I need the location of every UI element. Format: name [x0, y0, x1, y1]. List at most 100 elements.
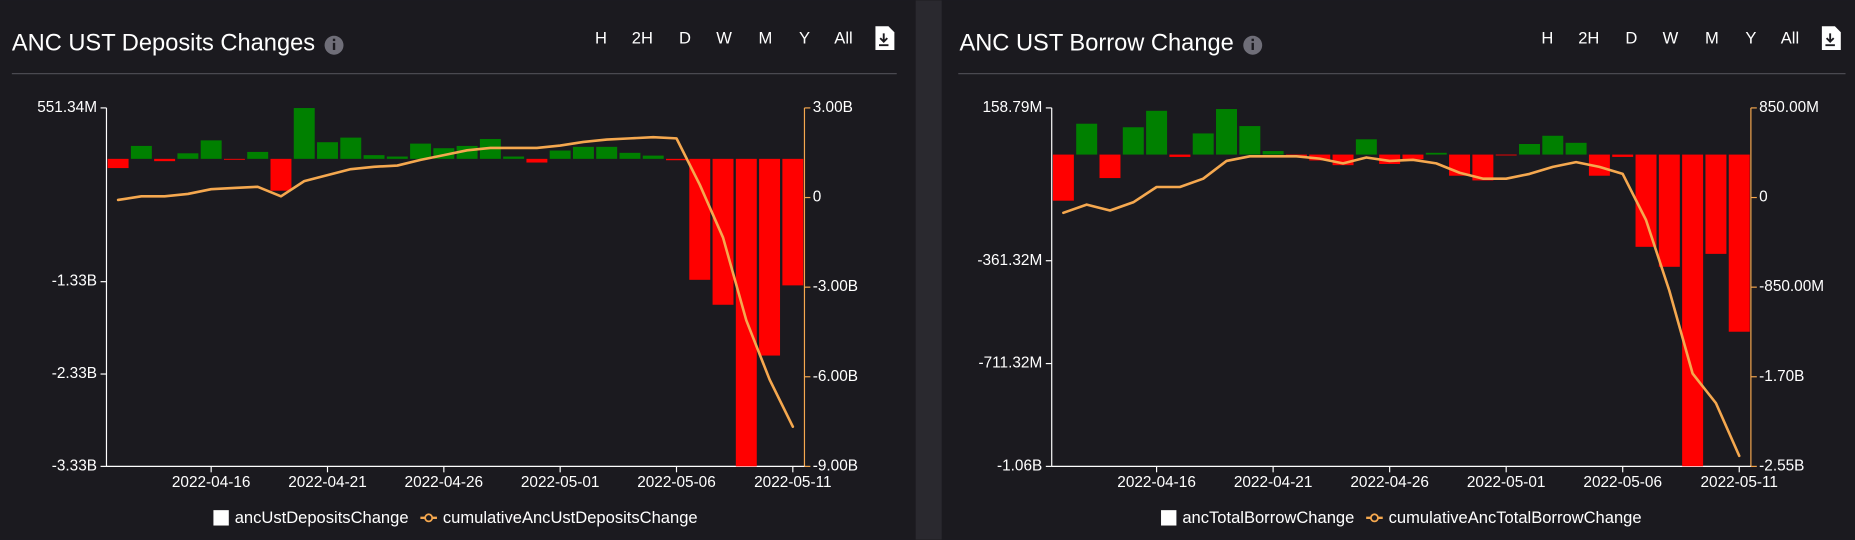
- bar: [1612, 154, 1634, 157]
- panel-title: ANC UST Deposits Changes: [12, 30, 315, 56]
- legend: ancTotalBorrowChange cumulativeAncTotalBo…: [1161, 508, 1642, 527]
- range-button[interactable]: All: [1781, 29, 1799, 48]
- x-tick-label: 2022-04-16: [172, 474, 251, 491]
- bar: [270, 158, 292, 191]
- info-icon-glyph: [332, 38, 336, 42]
- bar: [1588, 154, 1610, 176]
- bar: [1332, 154, 1354, 166]
- info-icon-glyph: [1251, 42, 1254, 50]
- bar: [1728, 154, 1750, 332]
- legend-label[interactable]: ancUstDepositsChange: [235, 508, 409, 527]
- range-button[interactable]: M: [1705, 29, 1719, 48]
- bar: [689, 158, 711, 280]
- bar: [712, 158, 734, 305]
- y2-tick-label: -850.00M: [1759, 278, 1824, 295]
- y2-tick-label: -2.55B: [1759, 457, 1804, 474]
- panel: [941, 0, 1855, 540]
- bar: [1542, 135, 1564, 155]
- bar: [666, 158, 687, 161]
- bar: [1239, 126, 1261, 155]
- bar: [340, 137, 362, 159]
- x-tick-label: 2022-04-26: [1350, 474, 1429, 491]
- range-button[interactable]: 2H: [1578, 29, 1599, 48]
- range-button[interactable]: W: [716, 29, 732, 48]
- x-tick-label: 2022-04-26: [405, 474, 484, 491]
- legend-label[interactable]: ancTotalBorrowChange: [1182, 508, 1354, 527]
- bar: [1495, 154, 1517, 156]
- bar: [759, 158, 781, 356]
- bar: [1682, 154, 1704, 467]
- legend-swatch-dot: [424, 513, 434, 523]
- bar: [386, 156, 408, 159]
- bar: [177, 153, 199, 159]
- range-button[interactable]: All: [834, 29, 852, 48]
- range-button[interactable]: D: [679, 29, 691, 48]
- x-tick-label: 2022-05-11: [754, 474, 831, 491]
- legend-swatch-dot: [1370, 513, 1379, 523]
- bar: [1472, 154, 1494, 181]
- bar: [410, 143, 432, 159]
- info-icon-glyph: [332, 42, 336, 50]
- range-button[interactable]: H: [1541, 29, 1553, 48]
- x-tick-label: 2022-05-06: [637, 474, 716, 491]
- download-button[interactable]: [875, 26, 895, 50]
- download-arrow: [878, 33, 889, 47]
- bar: [735, 158, 757, 467]
- line: [116, 135, 795, 428]
- bar: [572, 146, 594, 159]
- x-tick-label: 2022-04-21: [1234, 474, 1313, 491]
- bar: [200, 140, 222, 159]
- range-button[interactable]: H: [595, 29, 607, 48]
- range-button[interactable]: W: [1663, 29, 1679, 48]
- y2-tick-label: -1.70B: [1759, 368, 1804, 385]
- range-button[interactable]: Y: [1745, 29, 1756, 48]
- x-tick-label: 2022-04-16: [1117, 474, 1196, 491]
- line: [1062, 155, 1741, 458]
- bar: [1262, 151, 1284, 155]
- y-tick-label: 158.79M: [982, 99, 1042, 116]
- bar: [1519, 143, 1540, 155]
- download-arrow: [1825, 33, 1835, 47]
- bar: [1122, 127, 1144, 155]
- download-button[interactable]: [1821, 26, 1841, 50]
- bar: [1635, 154, 1657, 247]
- y2-tick-label: 3.00B: [813, 99, 853, 116]
- x-tick-label: 2022-05-11: [1701, 474, 1778, 491]
- bar: [1402, 154, 1424, 160]
- legend-swatch[interactable]: [1161, 510, 1177, 526]
- range-button[interactable]: Y: [799, 29, 810, 48]
- bar: [107, 158, 129, 169]
- y2-tick-label: 850.00M: [1759, 99, 1819, 116]
- bar: [782, 158, 804, 286]
- legend-label[interactable]: cumulativeAncTotalBorrowChange: [1389, 508, 1642, 527]
- range-button[interactable]: D: [1625, 29, 1637, 48]
- bar: [1146, 110, 1168, 155]
- bar: [1379, 154, 1401, 164]
- bar: [1169, 154, 1191, 157]
- legend-label[interactable]: cumulativeAncUstDepositsChange: [443, 508, 698, 527]
- legend-swatch[interactable]: [213, 510, 229, 526]
- bar: [1216, 109, 1237, 155]
- bar: [549, 150, 571, 159]
- bar: [363, 155, 385, 159]
- bar: [1052, 154, 1074, 201]
- y2-tick-label: 0: [813, 189, 822, 206]
- bar: [642, 155, 664, 159]
- range-button[interactable]: 2H: [632, 29, 653, 48]
- range-button[interactable]: M: [759, 29, 773, 48]
- y2-tick-label: 0: [1759, 189, 1768, 206]
- panel-title: ANC UST Borrow Change: [959, 30, 1233, 56]
- y-tick-label: -361.32M: [977, 252, 1042, 269]
- bar: [1705, 154, 1727, 254]
- y-tick-label: -1.33B: [52, 273, 97, 290]
- bar: [1565, 142, 1587, 155]
- bar: [596, 146, 618, 159]
- y2-tick-label: -3.00B: [813, 278, 858, 295]
- bar: [293, 108, 315, 159]
- y-tick-label: -711.32M: [979, 355, 1043, 372]
- bar: [1425, 152, 1447, 155]
- bar: [130, 145, 152, 159]
- bar: [247, 151, 269, 159]
